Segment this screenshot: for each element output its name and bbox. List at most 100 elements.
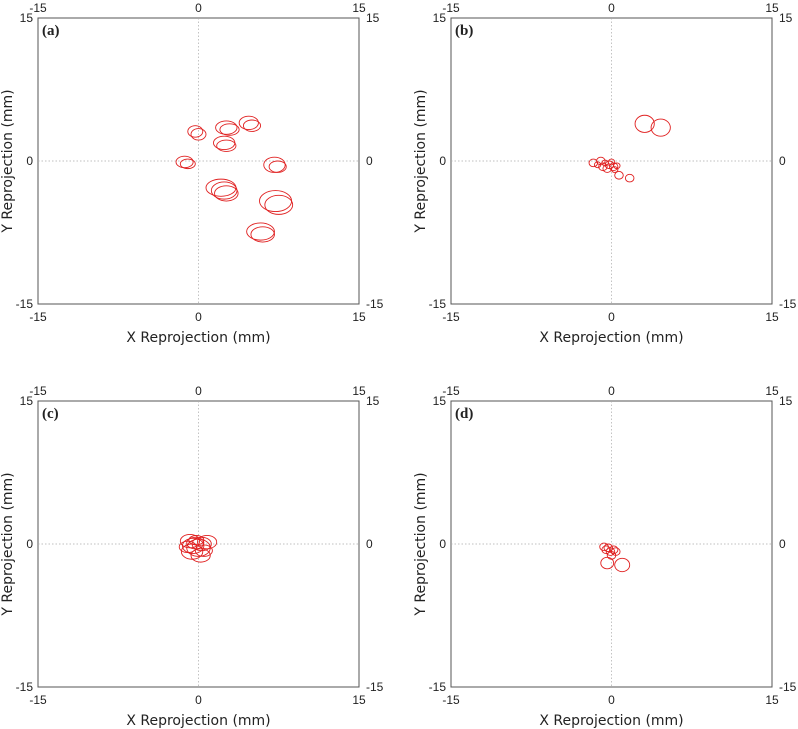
data-ellipse [613, 162, 621, 170]
y-tick-label-left: 0 [439, 154, 446, 168]
x-tick-label-top: 15 [765, 1, 779, 15]
data-ellipse [607, 158, 616, 166]
panel-label: (b) [455, 23, 473, 39]
data-ellipses [175, 115, 294, 243]
data-ellipse [215, 120, 238, 135]
panel-label: (a) [42, 23, 60, 39]
y-tick-label-left: -15 [16, 680, 34, 694]
data-ellipse [242, 119, 262, 132]
x-tick-label-bottom: 0 [195, 693, 202, 707]
x-tick-label-bottom: 15 [352, 693, 366, 707]
y-axis-label: Y Reprojection (mm) [413, 89, 429, 233]
x-tick-label-bottom: -15 [442, 310, 460, 324]
y-tick-label-right: 0 [779, 537, 786, 551]
x-tick-label-top: -15 [29, 1, 47, 15]
data-ellipse [179, 158, 196, 170]
data-ellipse [608, 545, 619, 554]
y-tick-label-left: 15 [20, 394, 34, 408]
data-ellipse [600, 556, 615, 570]
y-tick-label-left: -15 [429, 297, 447, 311]
data-ellipse [187, 125, 204, 138]
y-tick-label-right: 15 [366, 11, 380, 25]
y-axis-label: Y Reprojection (mm) [0, 472, 16, 616]
data-ellipse [596, 156, 606, 166]
x-tick-label-top: 15 [765, 384, 779, 398]
data-ellipse [250, 226, 275, 243]
x-axis-label: X Reprojection (mm) [126, 330, 270, 346]
x-tick-label-top: 0 [195, 1, 202, 15]
data-ellipse [624, 173, 635, 183]
data-ellipse [608, 162, 619, 171]
data-ellipse [178, 540, 197, 554]
data-ellipse [605, 547, 616, 556]
x-tick-label-bottom: 0 [608, 310, 615, 324]
y-tick-label-left: 0 [26, 537, 33, 551]
x-tick-label-top: 0 [608, 384, 615, 398]
data-ellipse [190, 548, 211, 563]
data-ellipse [611, 166, 619, 173]
data-ellipse [599, 542, 609, 552]
y-tick-label-left: 15 [433, 394, 447, 408]
data-ellipse [634, 114, 655, 133]
y-tick-label-right: 15 [779, 11, 793, 25]
x-tick-label-bottom: 15 [765, 693, 779, 707]
data-ellipse [196, 534, 218, 550]
x-tick-label-bottom: 15 [765, 310, 779, 324]
x-tick-label-top: 0 [195, 384, 202, 398]
x-tick-label-bottom: -15 [29, 310, 47, 324]
data-ellipse [614, 557, 631, 573]
y-tick-label-left: 15 [20, 11, 34, 25]
x-tick-label-top: 15 [352, 1, 366, 15]
x-axis-label: X Reprojection (mm) [126, 713, 270, 729]
data-ellipse [601, 545, 611, 554]
y-tick-label-left: -15 [429, 680, 447, 694]
y-tick-label-left: 0 [439, 537, 446, 551]
x-tick-label-top: -15 [29, 384, 47, 398]
data-ellipse [181, 537, 205, 554]
x-axis-label: X Reprojection (mm) [539, 713, 683, 729]
data-ellipse [216, 139, 237, 152]
y-tick-label-right: -15 [779, 297, 797, 311]
y-tick-label-right: -15 [366, 297, 384, 311]
data-ellipse [588, 158, 599, 168]
y-tick-label-right: 15 [779, 394, 793, 408]
x-axis-label: X Reprojection (mm) [539, 330, 683, 346]
y-axis-label: Y Reprojection (mm) [413, 472, 429, 616]
data-ellipse [194, 544, 213, 557]
data-ellipse [175, 155, 194, 169]
y-tick-label-right: 0 [366, 537, 373, 551]
y-tick-label-right: 0 [366, 154, 373, 168]
y-tick-label-right: -15 [779, 680, 797, 694]
panel-label: (d) [455, 406, 473, 422]
y-tick-label-left: 15 [433, 11, 447, 25]
y-axis-label: Y Reprojection (mm) [0, 89, 16, 233]
x-tick-label-bottom: 0 [195, 310, 202, 324]
data-ellipse [614, 171, 624, 180]
data-ellipse [219, 123, 240, 136]
panel-label: (c) [42, 406, 59, 422]
data-ellipse [214, 185, 239, 202]
x-tick-label-top: 15 [352, 384, 366, 398]
y-tick-label-left: -15 [16, 297, 34, 311]
data-ellipses [588, 114, 671, 183]
data-ellipse [650, 118, 671, 137]
data-ellipses [178, 534, 218, 563]
x-tick-label-top: -15 [442, 384, 460, 398]
data-ellipse [246, 222, 275, 241]
x-tick-label-bottom: -15 [442, 693, 460, 707]
y-tick-label-right: 0 [779, 154, 786, 168]
x-tick-label-bottom: 15 [352, 310, 366, 324]
data-ellipse [264, 194, 294, 215]
x-tick-label-top: -15 [442, 1, 460, 15]
data-ellipse [188, 534, 205, 546]
x-tick-label-bottom: 0 [608, 693, 615, 707]
x-tick-label-bottom: -15 [29, 693, 47, 707]
y-tick-label-right: 15 [366, 394, 380, 408]
y-tick-label-right: -15 [366, 680, 384, 694]
data-ellipse [190, 128, 207, 141]
